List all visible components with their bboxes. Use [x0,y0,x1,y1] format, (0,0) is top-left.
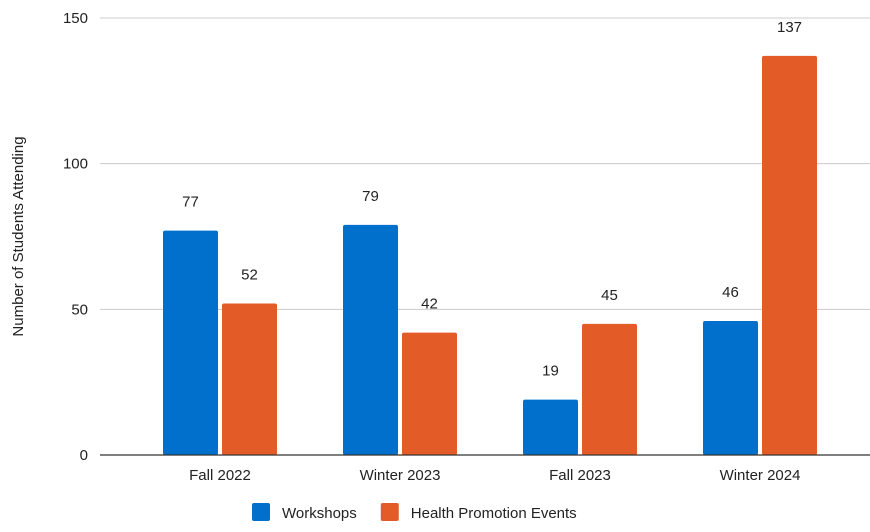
bars [163,55,817,456]
x-tick-label: Fall 2023 [549,467,611,484]
bar [343,224,398,455]
legend-label: Workshops [282,505,357,522]
data-label: 77 [182,194,199,211]
data-labels: 77 52 79 42 19 45 46 137 [182,19,802,380]
x-tick-label: Winter 2023 [360,467,441,484]
legend: Workshops Health Promotion Events [252,503,577,522]
data-label: 19 [542,363,559,380]
bar [582,323,637,455]
legend-swatch [252,503,270,521]
data-label: 137 [777,19,802,36]
bar [222,303,277,455]
x-axis-ticks: Fall 2022 Winter 2023 Fall 2023 Winter 2024 [189,467,800,484]
y-tick-label: 100 [63,156,88,173]
bar [163,230,218,455]
bar [762,55,817,456]
legend-label: Health Promotion Events [411,505,577,522]
y-axis-ticks: 0 50 100 150 [63,10,88,464]
data-label: 45 [601,287,618,304]
x-tick-label: Fall 2022 [189,467,251,484]
data-label: 52 [241,267,258,284]
x-tick-label: Winter 2024 [720,467,801,484]
data-label: 42 [421,296,438,313]
legend-swatch [380,503,399,521]
y-tick-label: 50 [71,301,88,318]
y-tick-label: 150 [63,10,88,27]
bar [402,332,457,455]
bar [523,399,578,455]
data-label: 46 [722,284,739,301]
data-label: 79 [362,188,379,205]
y-tick-label: 0 [80,447,88,464]
bar [703,320,758,455]
y-axis-title: Number of Students Attending [10,136,27,336]
